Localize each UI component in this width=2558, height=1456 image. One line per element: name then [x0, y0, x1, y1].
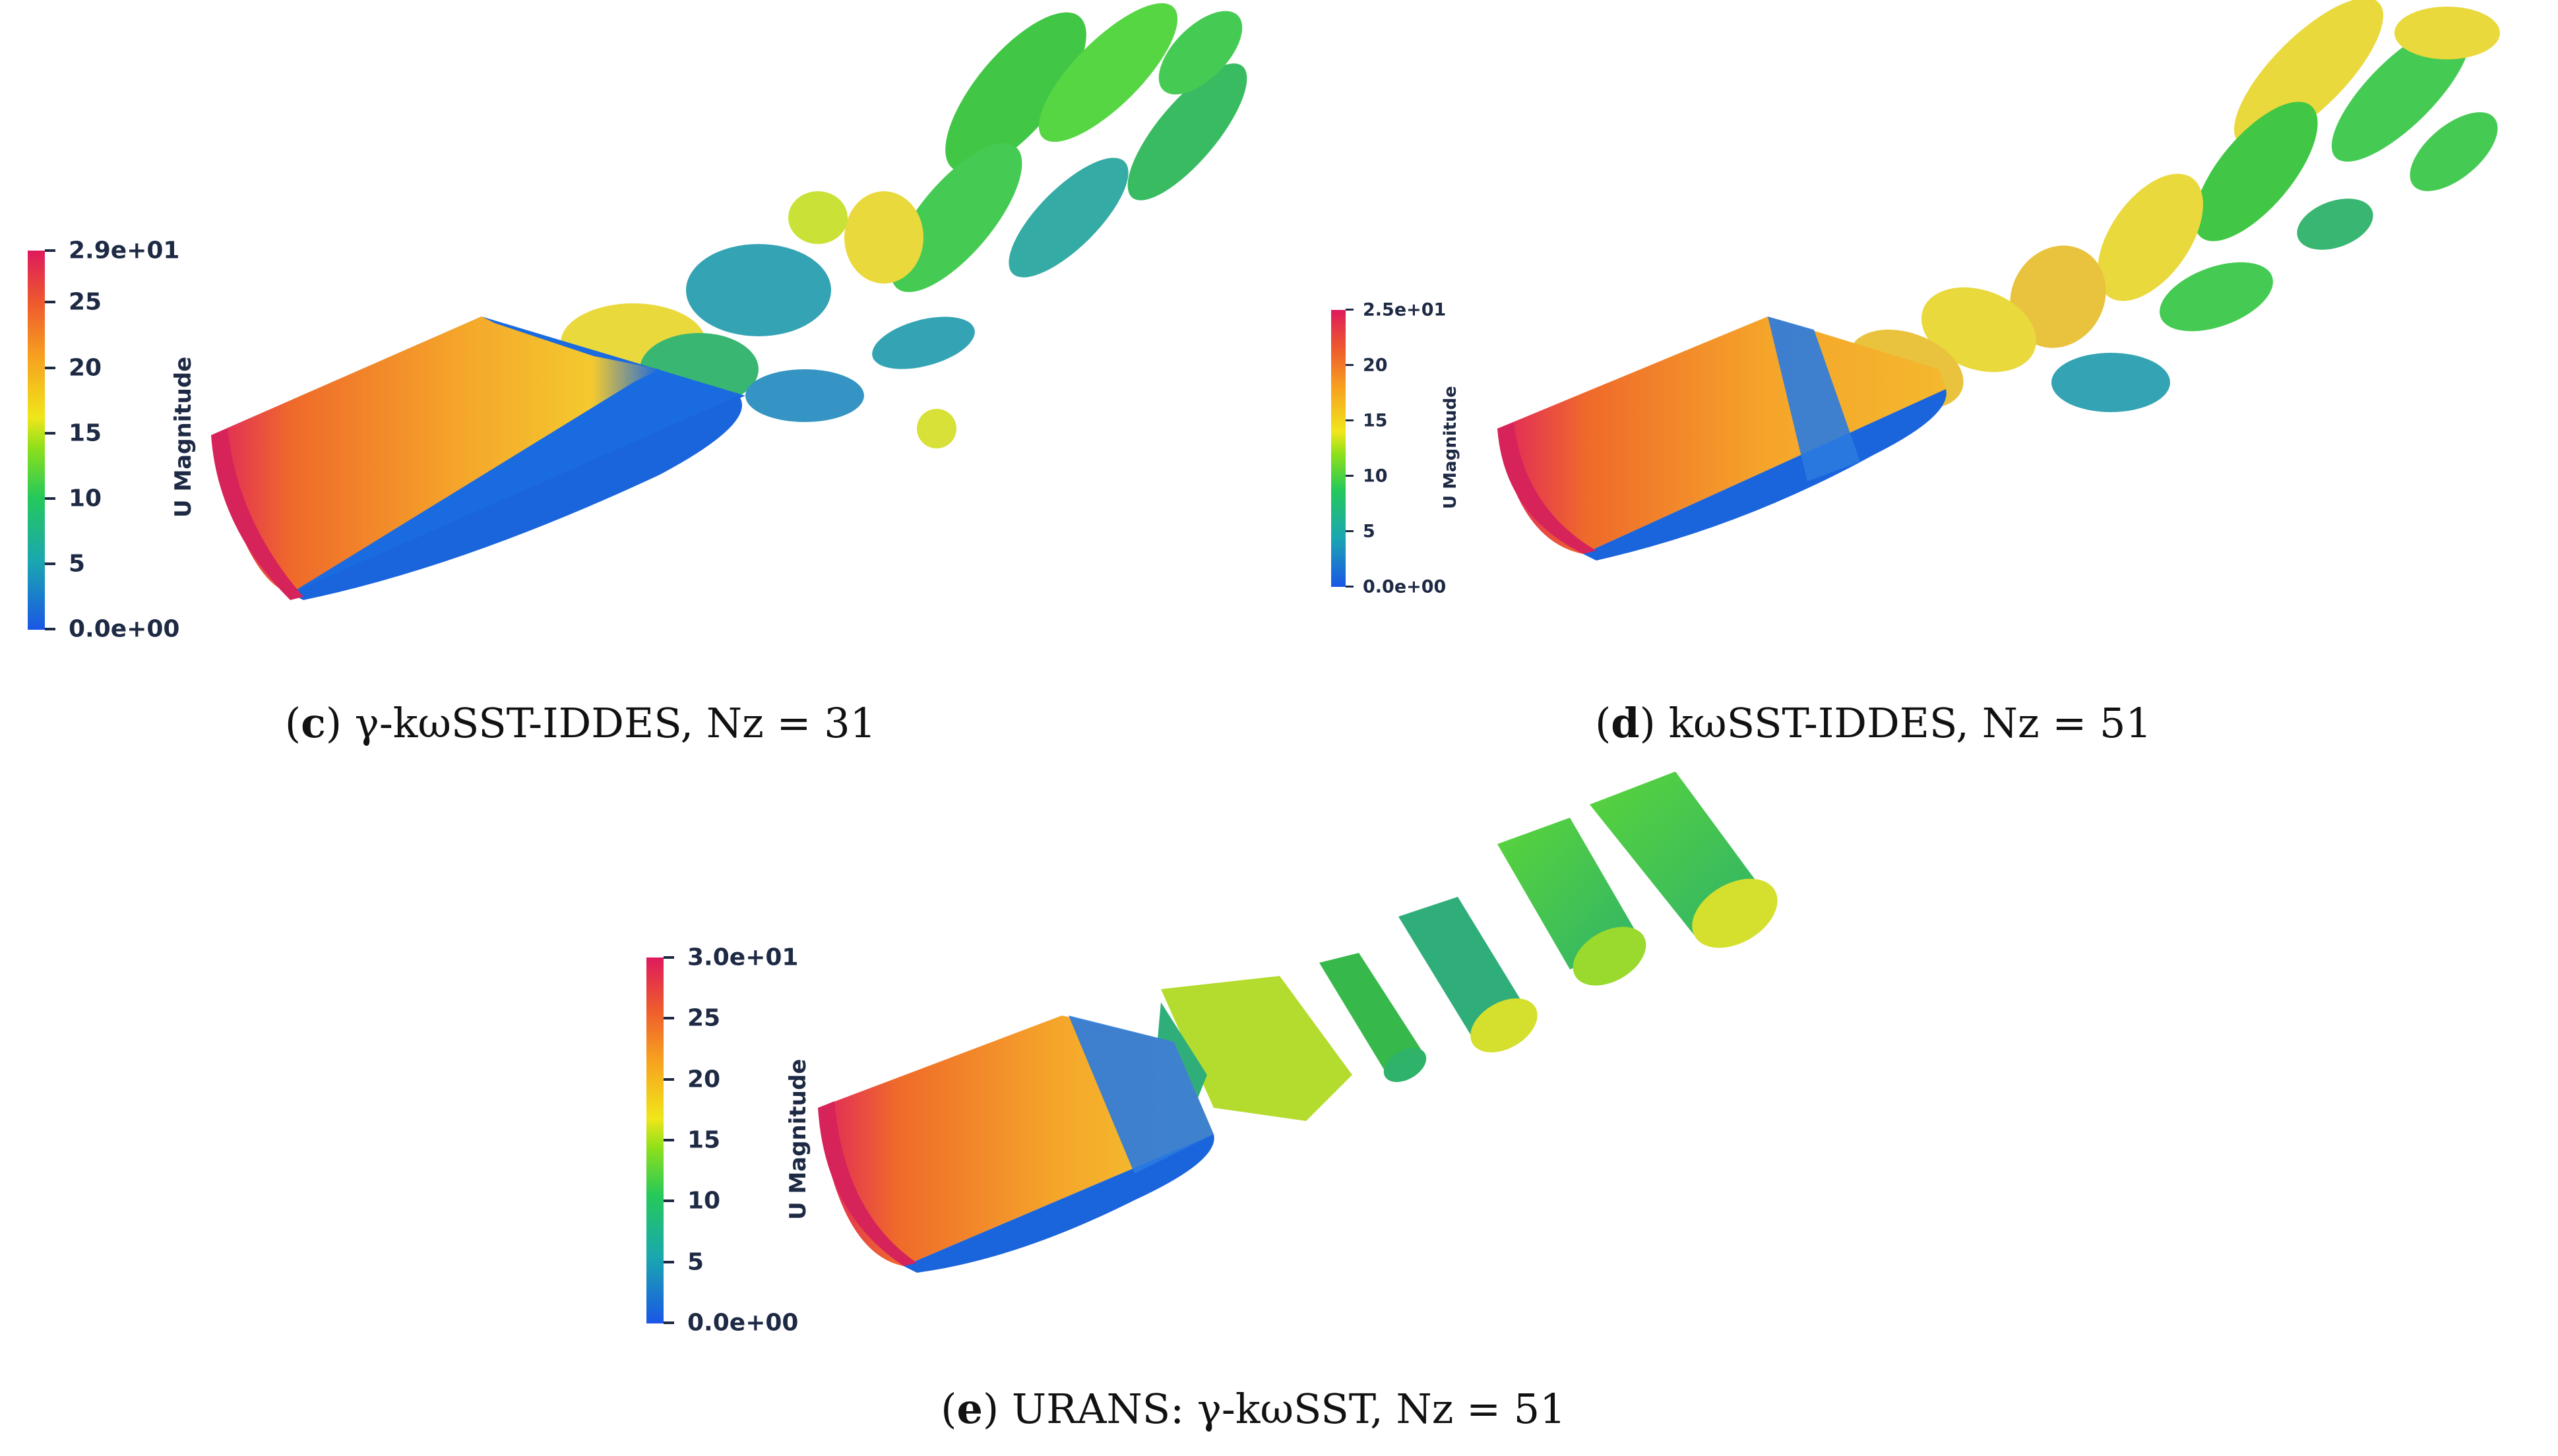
colorbar-tick-e-5: [664, 1261, 674, 1263]
colorbar-title-c: U Magnitude: [170, 356, 197, 518]
colorbar-tick-c-0: [45, 249, 55, 252]
caption-text-c: γ-kωSST-IDDES, Nz = 31: [354, 699, 877, 747]
colorbar-tick-d-2: [1346, 419, 1354, 421]
colorbar-tick-e-2: [664, 1078, 674, 1081]
panel-d: 2.5e+01 20 15 10 5 0.0e+00 U Magnitude (…: [1280, 0, 2558, 765]
colorbar-label-c-25: 25: [69, 288, 102, 316]
colorbar-label-d-15: 15: [1363, 410, 1388, 431]
colorbar-label-d-max: 2.5e+01: [1363, 299, 1447, 320]
colorbar-tick-d-1: [1346, 364, 1354, 366]
airfoil-c: [211, 317, 745, 600]
colorbar-label-d-min: 0.0e+00: [1363, 576, 1447, 597]
colorbar-label-e-15: 15: [687, 1126, 721, 1154]
colorbar-label-e-10: 10: [687, 1187, 721, 1215]
caption-text-d: kωSST-IDDES, Nz = 51: [1668, 699, 2152, 747]
panel-c: 2.9e+01 25 20 15 10 5 0.0e+00 U Magnitud…: [0, 0, 1280, 765]
colorbar-label-c-max: 2.9e+01: [69, 237, 180, 264]
colorbar-gradient-c: [28, 251, 45, 630]
colorbar-title-e: U Magnitude: [785, 1058, 811, 1220]
colorbar-tick-e-6: [664, 1321, 674, 1324]
colorbar-tick-c-6: [45, 628, 55, 630]
colorbar-tick-e-0: [664, 956, 674, 959]
caption-text-e: URANS: γ-kωSST, Nz = 51: [1011, 1385, 1566, 1433]
colorbar-label-d-10: 10: [1363, 466, 1388, 487]
colorbar-label-c-10: 10: [69, 485, 102, 512]
colorbar-tick-c-3: [45, 432, 55, 435]
flow-render-d: [1497, 0, 2500, 561]
colorbar-label-c-15: 15: [69, 419, 102, 447]
colorbar-label-c-20: 20: [69, 354, 102, 382]
colorbar-d: [1331, 310, 1346, 587]
colorbar-tick-d-0: [1346, 309, 1354, 311]
colorbar-tick-c-1: [45, 301, 55, 303]
colorbar-tick-c-2: [45, 367, 55, 369]
colorbar-tick-e-1: [664, 1017, 674, 1019]
colorbar-tick-d-5: [1346, 586, 1354, 588]
caption-label-e: e: [956, 1385, 983, 1433]
airfoil-e: [818, 1016, 1214, 1273]
colorbar-gradient-e: [646, 957, 664, 1323]
colorbar-c: [28, 251, 45, 630]
colorbar-gradient-d: [1331, 310, 1346, 587]
colorbar-label-e-20: 20: [687, 1066, 721, 1093]
colorbar-tick-e-3: [664, 1139, 674, 1141]
colorbar-tick-d-4: [1346, 530, 1354, 532]
caption-label-c: c: [301, 699, 326, 747]
colorbar-tick-e-4: [664, 1199, 674, 1202]
colorbar-label-e-max: 3.0e+01: [687, 944, 799, 971]
caption-d: (d) kωSST-IDDES, Nz = 51: [1595, 699, 2152, 747]
colorbar-label-d-20: 20: [1363, 355, 1388, 376]
colorbar-tick-c-4: [45, 497, 55, 500]
colorbar-label-d-5: 5: [1363, 521, 1375, 542]
colorbar-tick-c-5: [45, 562, 55, 565]
flow-render-c: [211, 3, 1247, 600]
colorbar-label-c-min: 0.0e+00: [69, 615, 180, 643]
colorbar-label-e-5: 5: [687, 1248, 704, 1276]
caption-c: (c) γ-kωSST-IDDES, Nz = 31: [284, 699, 877, 747]
colorbar-label-e-25: 25: [687, 1004, 721, 1032]
airfoil-d: [1497, 317, 1947, 561]
flow-render-e: [818, 772, 1778, 1273]
colorbar-e: [646, 957, 664, 1323]
caption-e: (e) URANS: γ-kωSST, Nz = 51: [941, 1385, 1566, 1433]
panel-e: 3.0e+01 25 20 15 10 5 0.0e+00 U Magnitud…: [594, 765, 1979, 1456]
colorbar-tick-d-3: [1346, 475, 1354, 477]
colorbar-title-d: U Magnitude: [1441, 386, 1460, 509]
caption-label-d: d: [1611, 699, 1640, 747]
wake-vortex-tubes-e: [1154, 772, 1778, 1121]
colorbar-label-c-5: 5: [69, 550, 86, 578]
colorbar-label-e-min: 0.0e+00: [687, 1309, 799, 1337]
wake-vortices-d: [1849, 0, 2500, 412]
